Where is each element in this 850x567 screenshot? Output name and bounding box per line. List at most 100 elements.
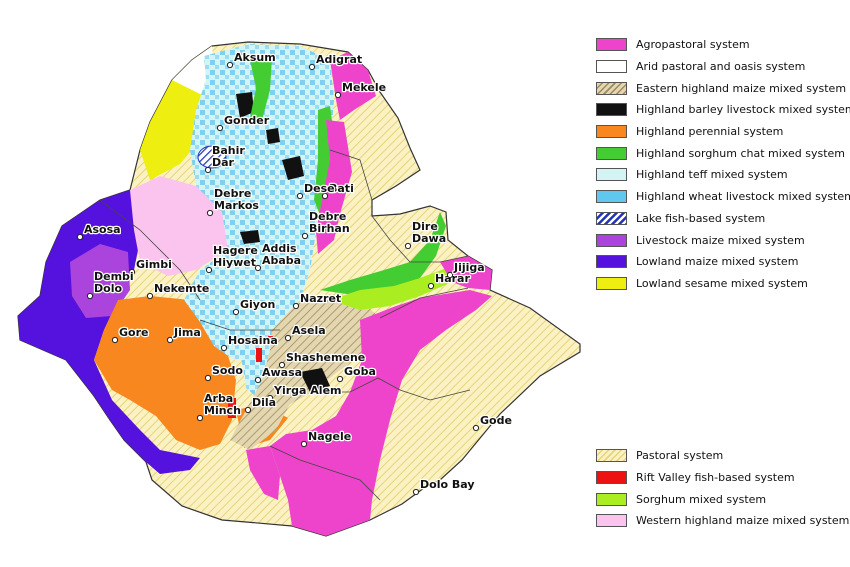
city-dot <box>244 406 252 414</box>
legend-label: Highland teff mixed system <box>636 168 788 182</box>
city-dot <box>254 376 262 384</box>
city-label: Yirga Alem <box>273 384 342 397</box>
city-label: Addis Ababa <box>262 242 301 267</box>
city-label: Gore <box>119 326 148 339</box>
city-dot <box>301 232 309 240</box>
legend-swatch <box>596 168 627 182</box>
city-label: Gimbi <box>136 258 172 271</box>
city-label: Sodo <box>212 364 243 377</box>
city-label: Debre Birhan <box>309 210 350 235</box>
legend-item: Highland sorghum chat mixed system <box>596 142 850 164</box>
city-label: Dire Dawa <box>412 220 446 245</box>
legend-label: Highland sorghum chat mixed system <box>636 146 845 160</box>
city-marker: Bahir Dar <box>204 143 247 174</box>
city-label: Jijiga <box>453 261 485 274</box>
city-dot <box>76 233 84 241</box>
city-dot <box>111 336 119 344</box>
legend-swatch <box>596 514 627 528</box>
legend-item: Arid pastoral and oasis system <box>596 56 850 78</box>
city-marker: Giyon <box>232 297 277 316</box>
legend-label: Pastoral system <box>636 449 724 463</box>
legend-item: Pastoral system <box>596 445 850 467</box>
legend-swatch <box>596 81 627 95</box>
legend-label: Highland barley livestock mixed system <box>636 103 850 117</box>
city-dot <box>404 242 412 250</box>
city-label: Shashemene <box>286 351 365 364</box>
city-label: Debre Markos <box>214 187 259 212</box>
legend-label: Lowland sesame mixed system <box>636 276 808 290</box>
legend-label: Arid pastoral and oasis system <box>636 60 806 74</box>
city-dot <box>204 374 212 382</box>
city-dot <box>427 282 435 290</box>
legend-item: Highland barley livestock mixed system <box>596 99 850 121</box>
legend-item: Sorghum mixed system <box>596 488 850 510</box>
city-marker: Dila <box>244 395 277 414</box>
legend-label: Livestock maize mixed system <box>636 233 805 247</box>
legend-label: Highland perennial system <box>636 125 784 139</box>
legend-item: Highland wheat livestock mixed system <box>596 186 850 208</box>
city-dot <box>146 292 154 300</box>
city-label: Harar <box>435 272 470 285</box>
legend-item: Agropastoral system <box>596 34 850 56</box>
legend-label: Lowland maize mixed system <box>636 255 799 269</box>
city-dot <box>232 308 240 316</box>
legend-swatch <box>596 276 627 290</box>
legend-item: Eastern highland maize mixed system <box>596 77 850 99</box>
city-label: Nazret <box>300 292 341 305</box>
city-dot <box>412 488 420 496</box>
city-dot <box>216 124 224 132</box>
city-marker: Gode <box>472 413 513 432</box>
legend-top: Agropastoral system Arid pastoral and oas… <box>596 34 850 294</box>
city-marker: Yirga Alem <box>266 383 343 402</box>
city-label: Bati <box>329 182 354 195</box>
legend-label: Highland wheat livestock mixed system <box>636 190 850 204</box>
city-dot <box>278 361 286 369</box>
city-label: Asela <box>292 324 326 337</box>
city-marker: Dese <box>296 181 336 200</box>
city-marker: Addis Ababa <box>254 241 302 272</box>
legend-label: Sorghum mixed system <box>636 492 767 506</box>
legend-item: Western highland maize mixed system <box>596 510 850 532</box>
legend-swatch <box>596 233 627 247</box>
city-marker: Dolo Bay <box>412 477 476 496</box>
city-marker: Nagele <box>300 429 352 448</box>
city-label: Hosaina <box>228 334 278 347</box>
city-dot <box>308 63 316 71</box>
legend-swatch <box>596 60 627 74</box>
legend-swatch <box>596 211 627 225</box>
city-label: Nagele <box>308 430 351 443</box>
city-marker: Gonder <box>216 113 271 132</box>
city-dot <box>296 192 304 200</box>
legend-label: Rift Valley fish-based system <box>636 471 795 485</box>
city-marker: Asela <box>284 323 327 342</box>
city-dot <box>334 91 342 99</box>
city-marker: Debre Markos <box>206 186 261 217</box>
legend-label: Eastern highland maize mixed system <box>636 81 847 95</box>
city-marker: Awasa <box>254 365 303 384</box>
city-dot <box>86 292 94 300</box>
city-marker: Sodo <box>204 363 245 382</box>
city-marker: Dire Dawa <box>404 219 447 250</box>
city-dot <box>254 264 262 272</box>
city-dot <box>220 344 228 352</box>
city-dot <box>284 334 292 342</box>
city-marker: Jima <box>166 325 202 344</box>
city-marker: Dembi Dolo <box>86 269 135 300</box>
legend-swatch <box>596 471 627 485</box>
city-marker: Jijiga <box>446 260 486 279</box>
legend-label: Western highland maize mixed system <box>636 514 850 528</box>
city-dot <box>128 268 136 276</box>
legend-item: Lowland maize mixed system <box>596 251 850 273</box>
legend-swatch <box>596 103 627 117</box>
legend-bottom: Pastoral system Rift Valley fish-based sy… <box>596 445 850 532</box>
city-label: Jima <box>173 326 201 339</box>
city-label: Bahir Dar <box>212 144 245 169</box>
city-label: Asosa <box>84 223 121 236</box>
city-marker: Aksum <box>226 50 277 69</box>
city-label: Hagere Hiywet <box>213 244 258 269</box>
city-dot <box>472 424 480 432</box>
city-marker: Nazret <box>292 291 342 310</box>
city-dot <box>266 394 274 402</box>
legend-swatch <box>596 449 627 463</box>
city-dot <box>446 271 454 279</box>
